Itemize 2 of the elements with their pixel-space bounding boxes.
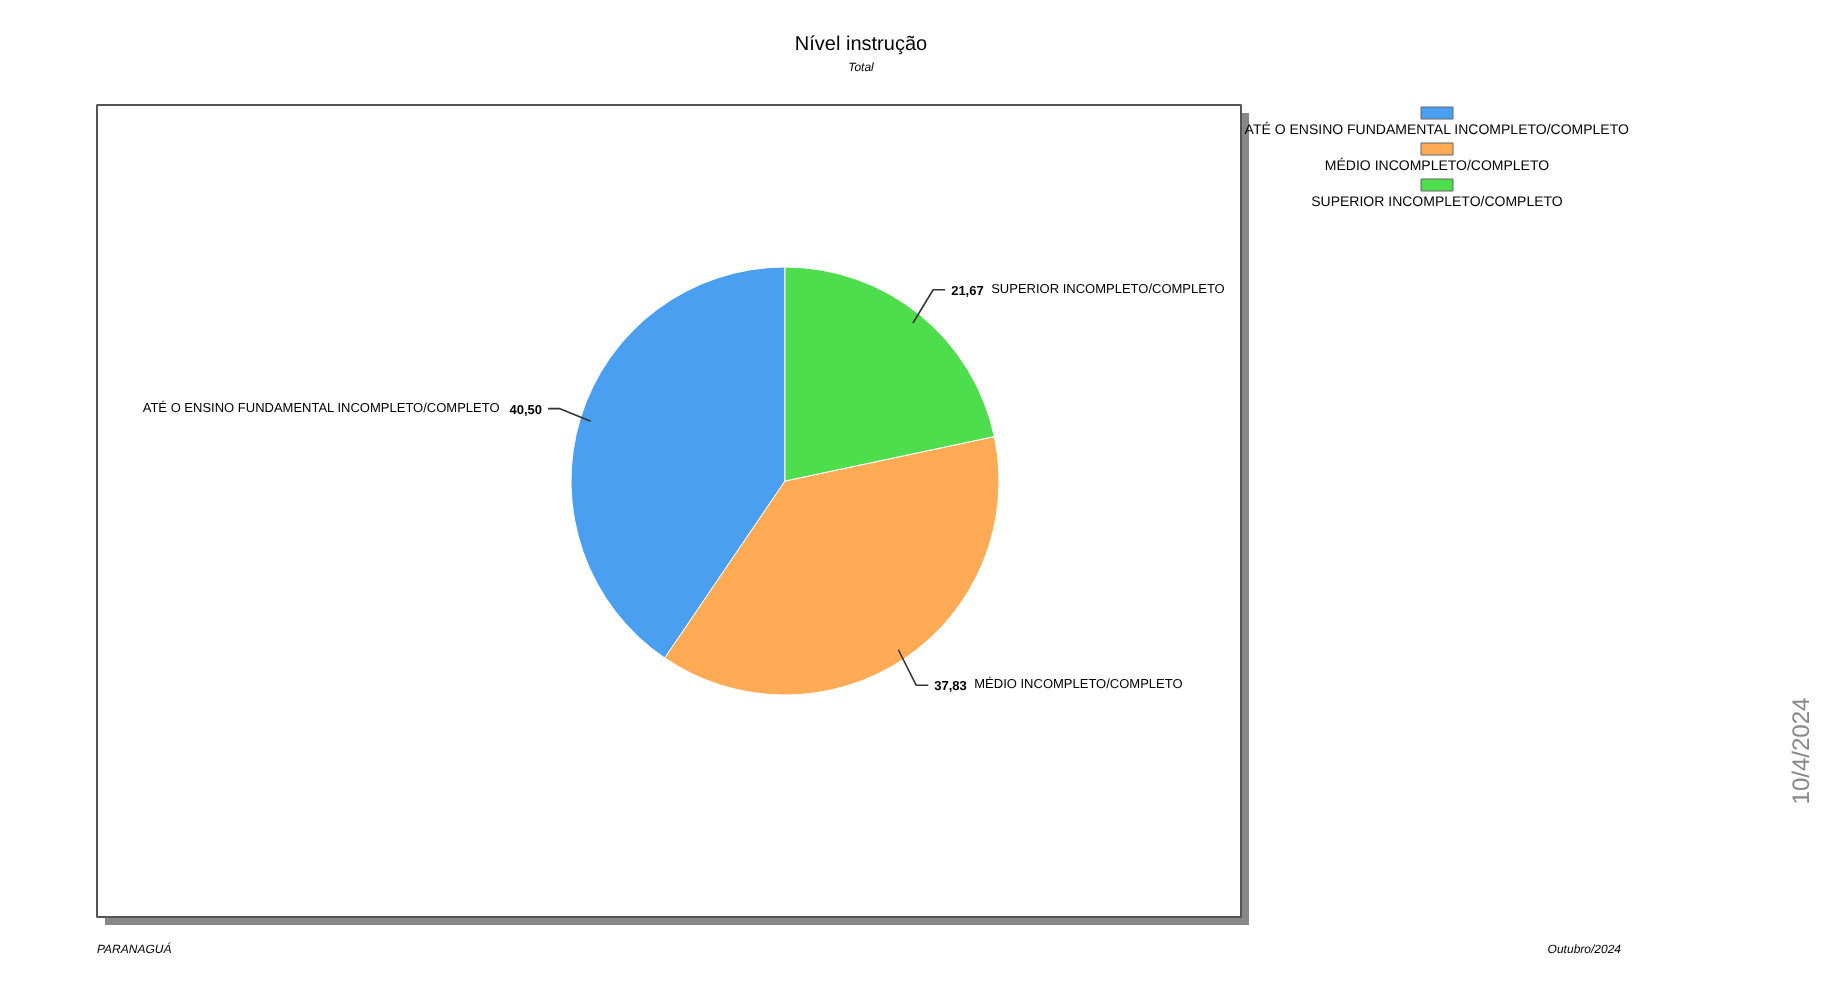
- text: 10/4/2024: [1787, 696, 1815, 805]
- chart-title: Nível instrução: [794, 34, 929, 56]
